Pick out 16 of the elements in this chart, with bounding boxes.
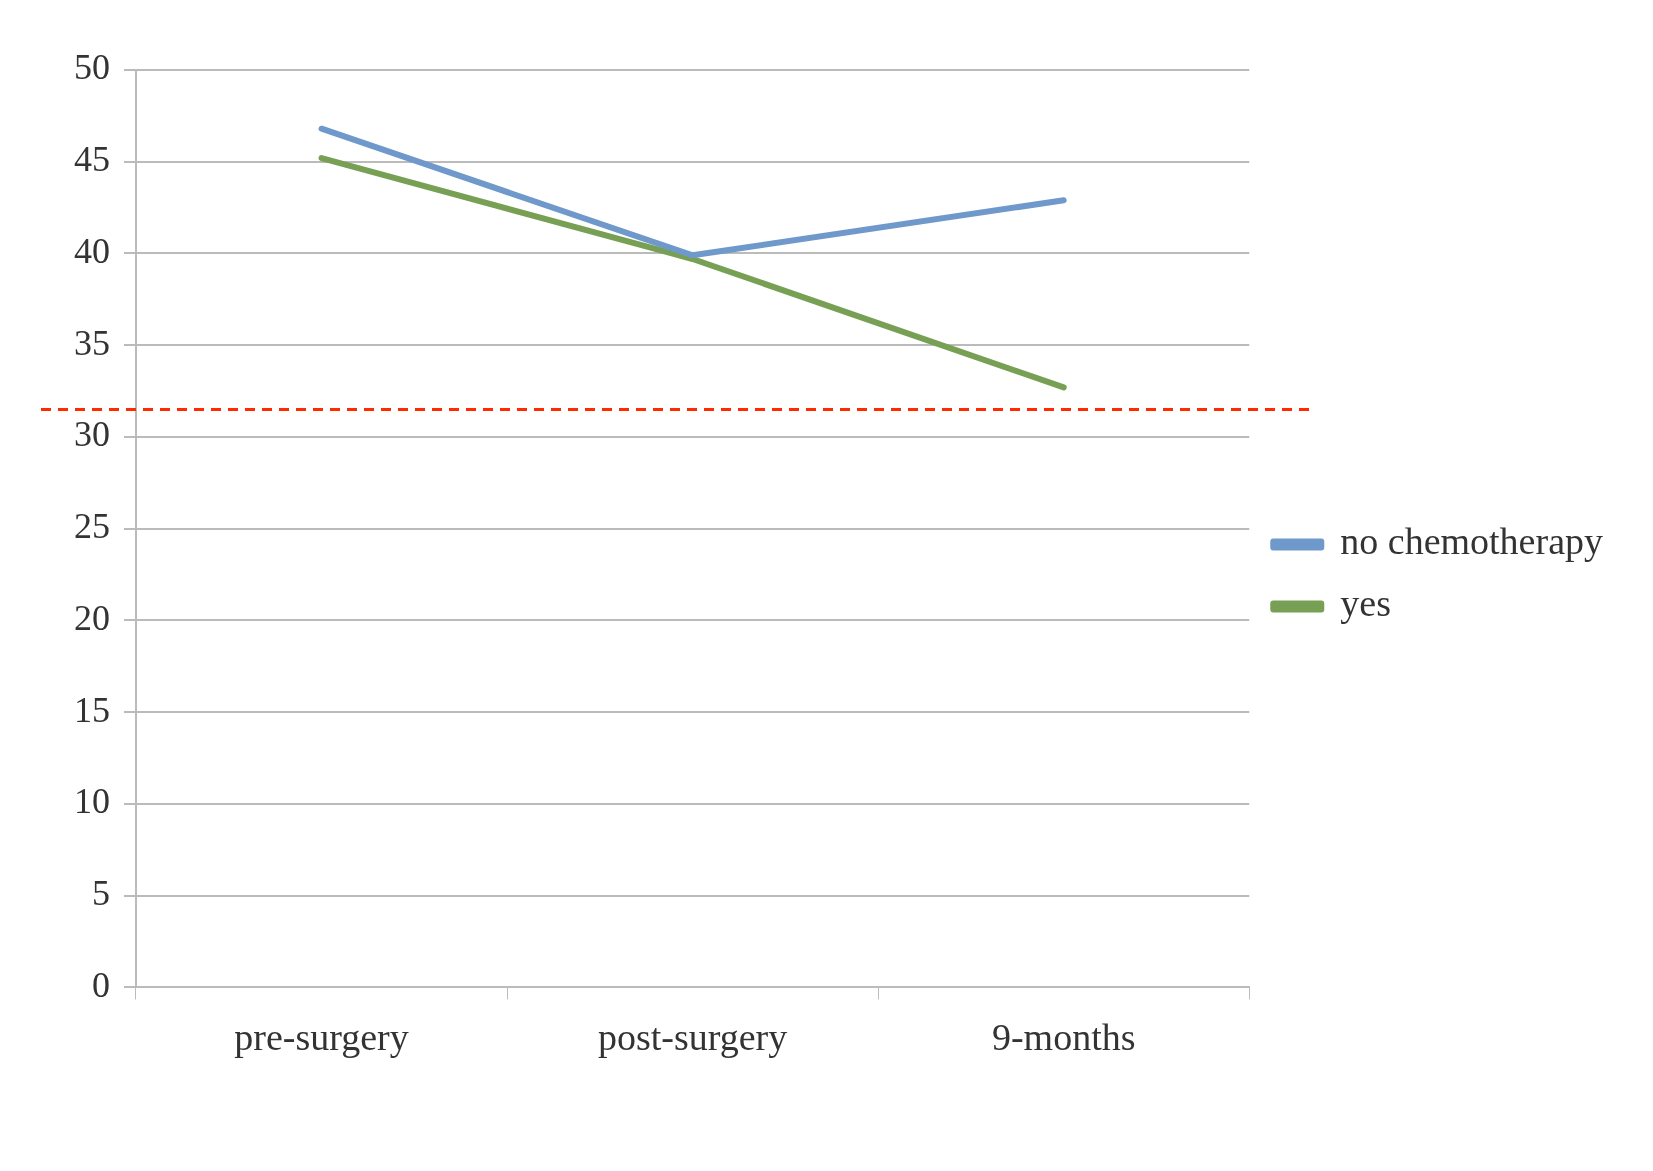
x-tick-label: post-surgery bbox=[597, 1016, 788, 1059]
y-tick-label: 20 bbox=[74, 597, 110, 638]
y-tick-label: 35 bbox=[74, 322, 110, 363]
x-tick-label: 9-months bbox=[991, 1016, 1136, 1059]
y-tick-label: 0 bbox=[92, 964, 110, 1005]
y-tick-label: 15 bbox=[74, 689, 110, 730]
y-tick-label: 45 bbox=[74, 139, 110, 180]
x-tick-label: pre-surgery bbox=[234, 1016, 409, 1059]
y-tick-label: 30 bbox=[74, 414, 110, 455]
y-tick-label: 25 bbox=[74, 506, 110, 547]
legend-label: yes bbox=[1340, 582, 1391, 625]
y-tick-label: 50 bbox=[74, 47, 110, 88]
legend-label: no chemotherapy bbox=[1340, 520, 1603, 563]
y-tick-label: 40 bbox=[74, 230, 110, 271]
y-tick-label: 5 bbox=[92, 873, 110, 914]
y-tick-label: 10 bbox=[74, 781, 110, 822]
